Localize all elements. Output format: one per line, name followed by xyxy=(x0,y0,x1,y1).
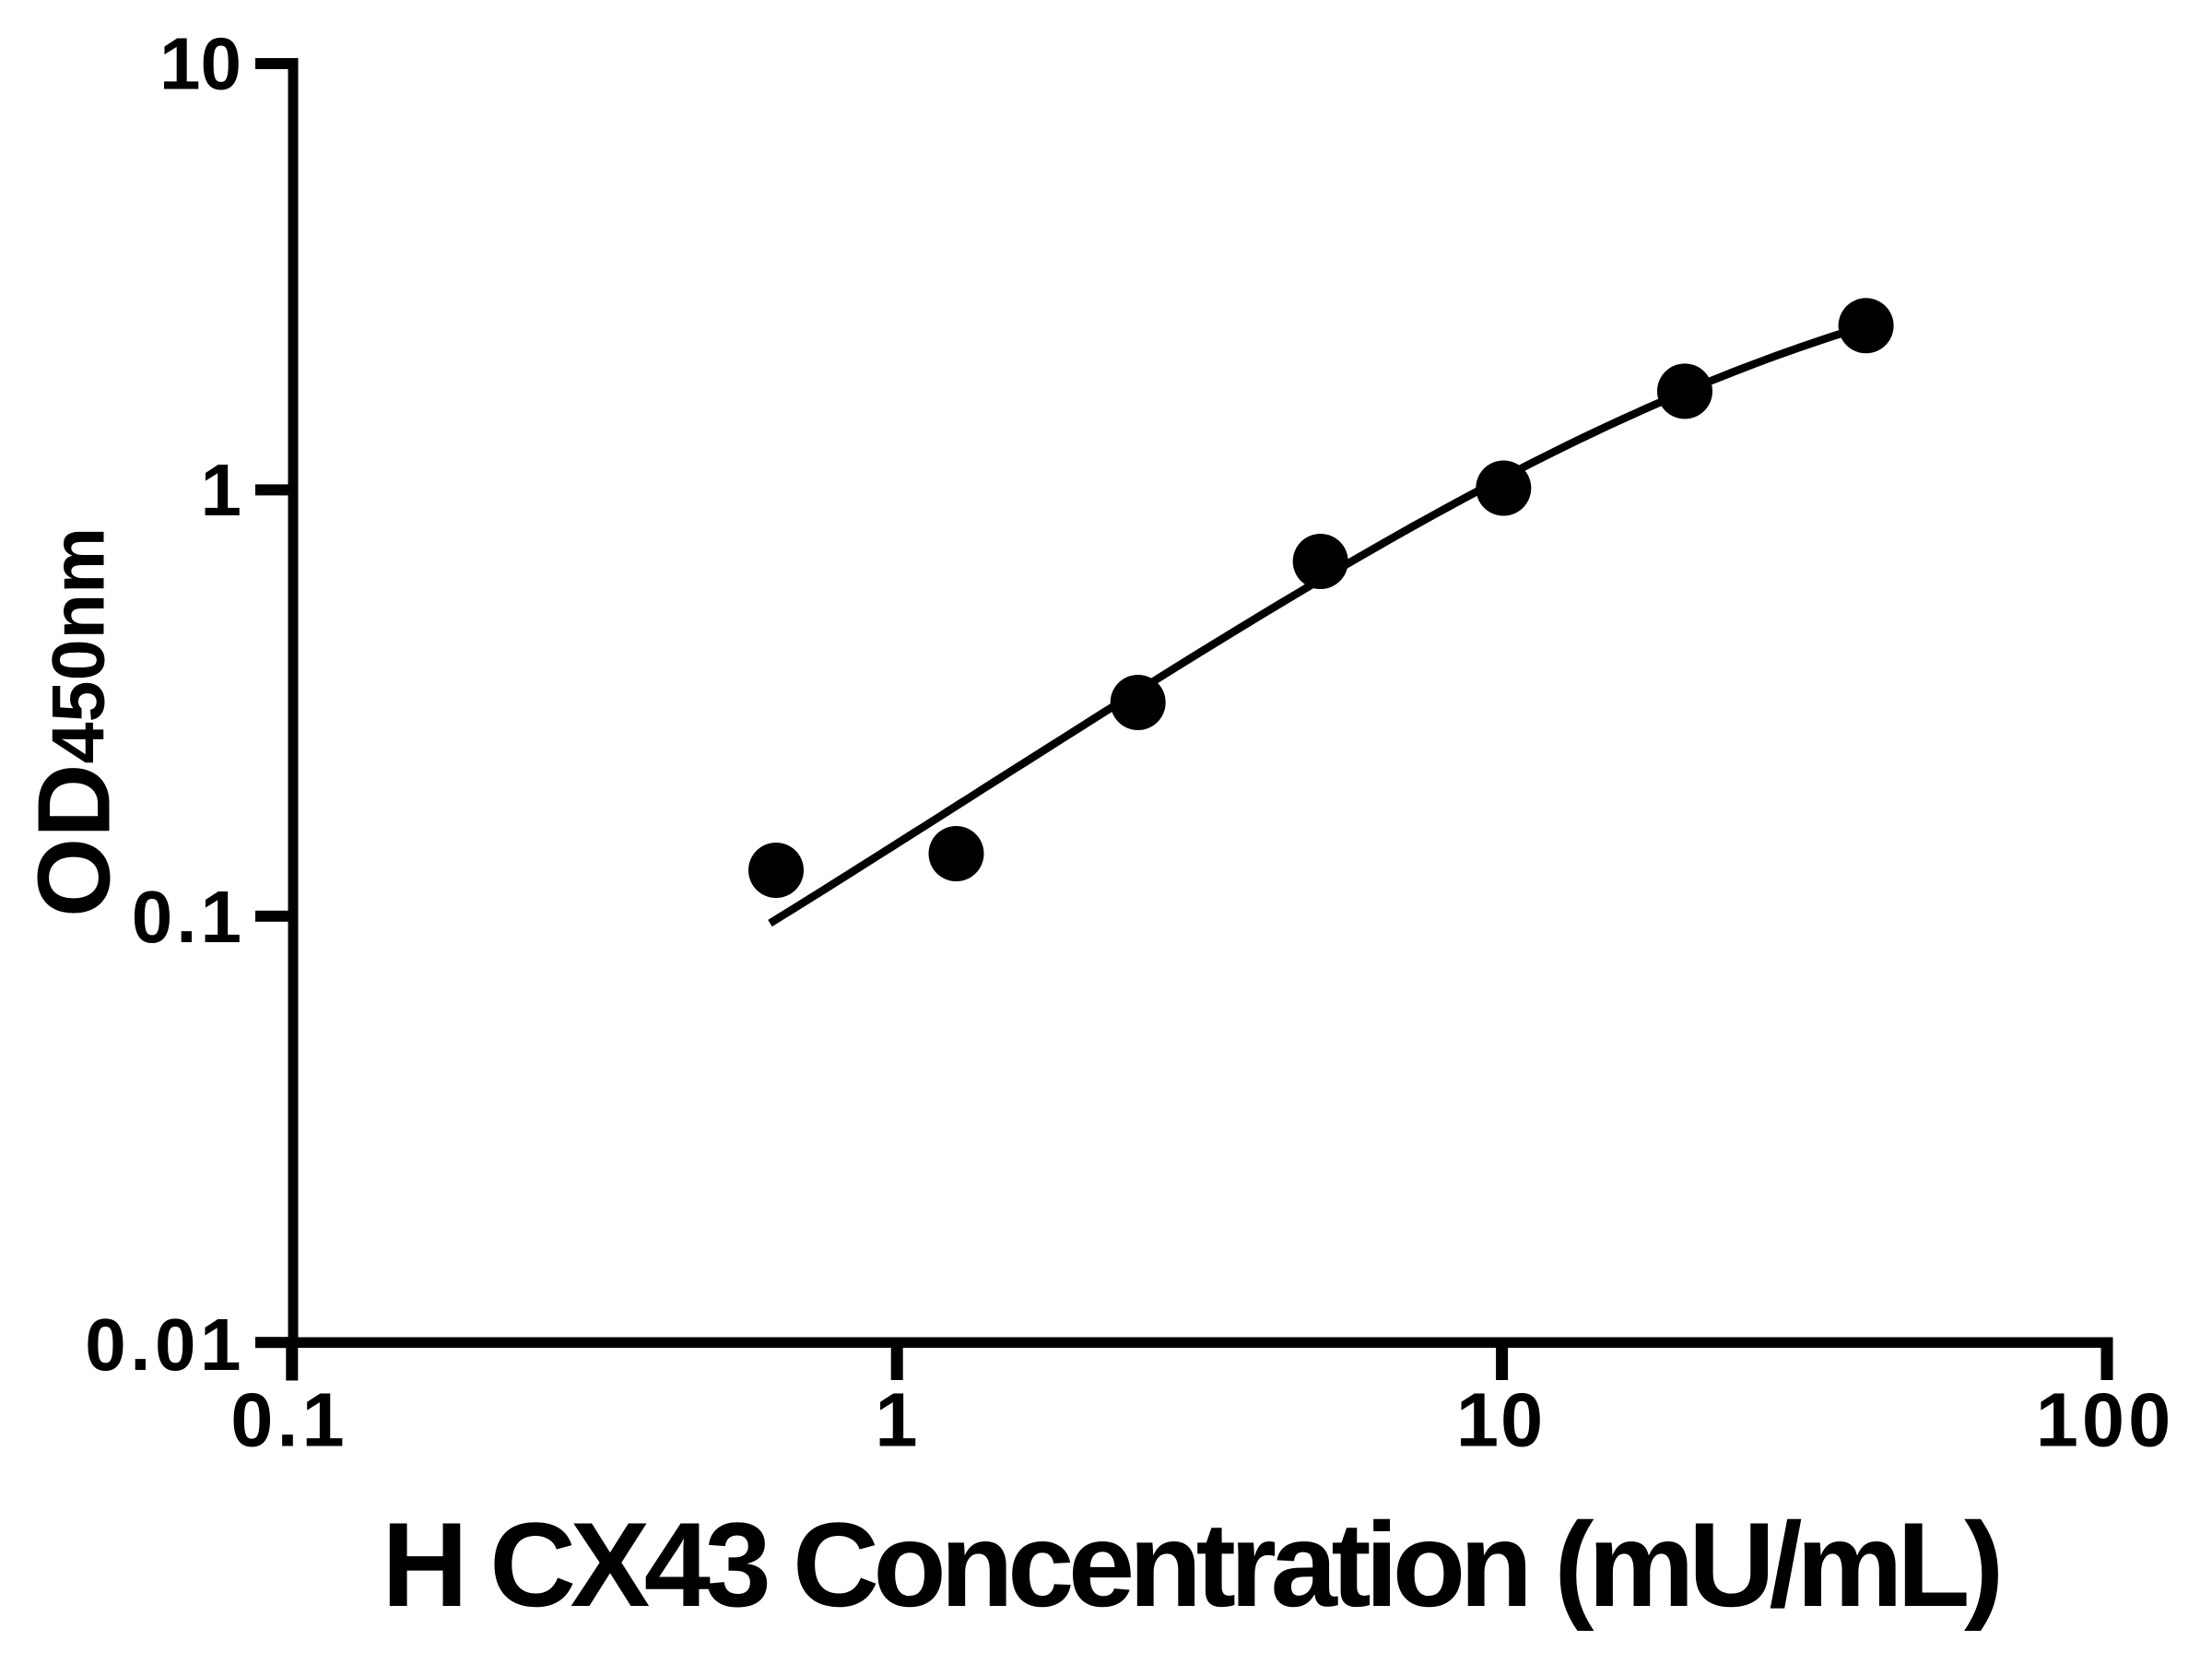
svg-text:1: 1 xyxy=(875,1377,917,1463)
svg-text:1: 1 xyxy=(201,449,242,531)
svg-text:100: 100 xyxy=(2036,1377,2174,1463)
svg-text:10: 10 xyxy=(159,23,241,105)
svg-text:H CX43 Concentration (mU/mL): H CX43 Concentration (mU/mL) xyxy=(382,1497,1998,1632)
svg-text:0.01: 0.01 xyxy=(85,1304,245,1386)
svg-text:0.1: 0.1 xyxy=(132,876,245,958)
svg-text:10: 10 xyxy=(1456,1377,1545,1463)
svg-text:0.1: 0.1 xyxy=(230,1377,347,1463)
